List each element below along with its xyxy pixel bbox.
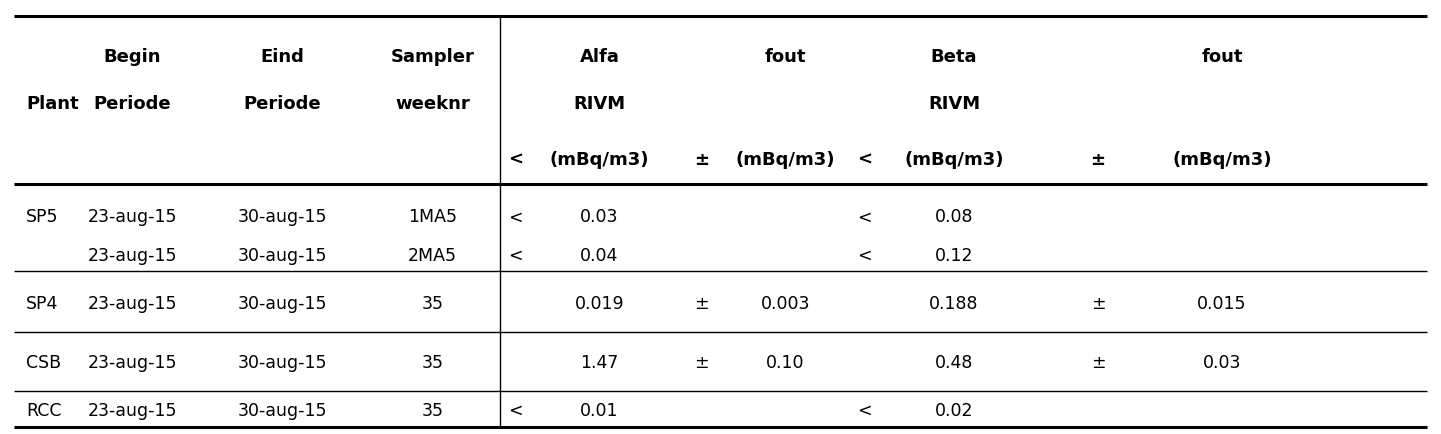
Text: 30-aug-15: 30-aug-15 xyxy=(238,246,327,264)
Text: 35: 35 xyxy=(421,401,444,419)
Text: 0.01: 0.01 xyxy=(581,401,618,419)
Text: fout: fout xyxy=(765,47,806,66)
Text: <: < xyxy=(857,246,872,264)
Text: 2MA5: 2MA5 xyxy=(408,246,457,264)
Text: ±: ± xyxy=(695,150,709,168)
Text: fout: fout xyxy=(1202,47,1242,66)
Text: 1MA5: 1MA5 xyxy=(408,208,457,226)
Text: <: < xyxy=(857,208,872,226)
Text: (mBq/m3): (mBq/m3) xyxy=(735,150,836,168)
Text: RIVM: RIVM xyxy=(574,95,625,113)
Text: <: < xyxy=(509,208,523,226)
Text: 0.019: 0.019 xyxy=(575,294,624,312)
Text: 23-aug-15: 23-aug-15 xyxy=(88,401,177,419)
Text: 30-aug-15: 30-aug-15 xyxy=(238,353,327,372)
Text: (mBq/m3): (mBq/m3) xyxy=(549,150,650,168)
Text: 23-aug-15: 23-aug-15 xyxy=(88,208,177,226)
Text: Periode: Periode xyxy=(94,95,171,113)
Text: Beta: Beta xyxy=(931,47,977,66)
Text: 1.47: 1.47 xyxy=(581,353,618,372)
Text: 23-aug-15: 23-aug-15 xyxy=(88,246,177,264)
Text: RCC: RCC xyxy=(26,401,62,419)
Text: Eind: Eind xyxy=(261,47,304,66)
Text: 35: 35 xyxy=(421,294,444,312)
Text: 30-aug-15: 30-aug-15 xyxy=(238,294,327,312)
Text: Begin: Begin xyxy=(104,47,161,66)
Text: 0.08: 0.08 xyxy=(935,208,973,226)
Text: 0.12: 0.12 xyxy=(935,246,973,264)
Text: ±: ± xyxy=(1091,294,1105,312)
Text: (mBq/m3): (mBq/m3) xyxy=(904,150,1004,168)
Text: Sampler: Sampler xyxy=(391,47,474,66)
Text: 23-aug-15: 23-aug-15 xyxy=(88,353,177,372)
Text: 35: 35 xyxy=(421,353,444,372)
Text: 0.188: 0.188 xyxy=(929,294,978,312)
Text: 0.03: 0.03 xyxy=(581,208,618,226)
Text: weeknr: weeknr xyxy=(395,95,470,113)
Text: SP4: SP4 xyxy=(26,294,58,312)
Text: ±: ± xyxy=(1091,353,1105,372)
Text: 30-aug-15: 30-aug-15 xyxy=(238,208,327,226)
Text: <: < xyxy=(509,246,523,264)
Text: Periode: Periode xyxy=(244,95,321,113)
Text: (mBq/m3): (mBq/m3) xyxy=(1172,150,1272,168)
Text: <: < xyxy=(857,150,872,168)
Text: 23-aug-15: 23-aug-15 xyxy=(88,294,177,312)
Text: 0.10: 0.10 xyxy=(767,353,804,372)
Text: ±: ± xyxy=(695,294,709,312)
Text: <: < xyxy=(509,150,523,168)
Text: CSB: CSB xyxy=(26,353,61,372)
Text: 0.003: 0.003 xyxy=(761,294,810,312)
Text: RIVM: RIVM xyxy=(928,95,980,113)
Text: 0.04: 0.04 xyxy=(581,246,618,264)
Text: Alfa: Alfa xyxy=(579,47,620,66)
Text: <: < xyxy=(857,401,872,419)
Text: ±: ± xyxy=(695,353,709,372)
Text: Plant: Plant xyxy=(26,95,79,113)
Text: 0.48: 0.48 xyxy=(935,353,973,372)
Text: 0.03: 0.03 xyxy=(1203,353,1241,372)
Text: 0.02: 0.02 xyxy=(935,401,973,419)
Text: 0.015: 0.015 xyxy=(1197,294,1246,312)
Text: ±: ± xyxy=(1091,150,1105,168)
Text: 30-aug-15: 30-aug-15 xyxy=(238,401,327,419)
Text: <: < xyxy=(509,401,523,419)
Text: SP5: SP5 xyxy=(26,208,59,226)
